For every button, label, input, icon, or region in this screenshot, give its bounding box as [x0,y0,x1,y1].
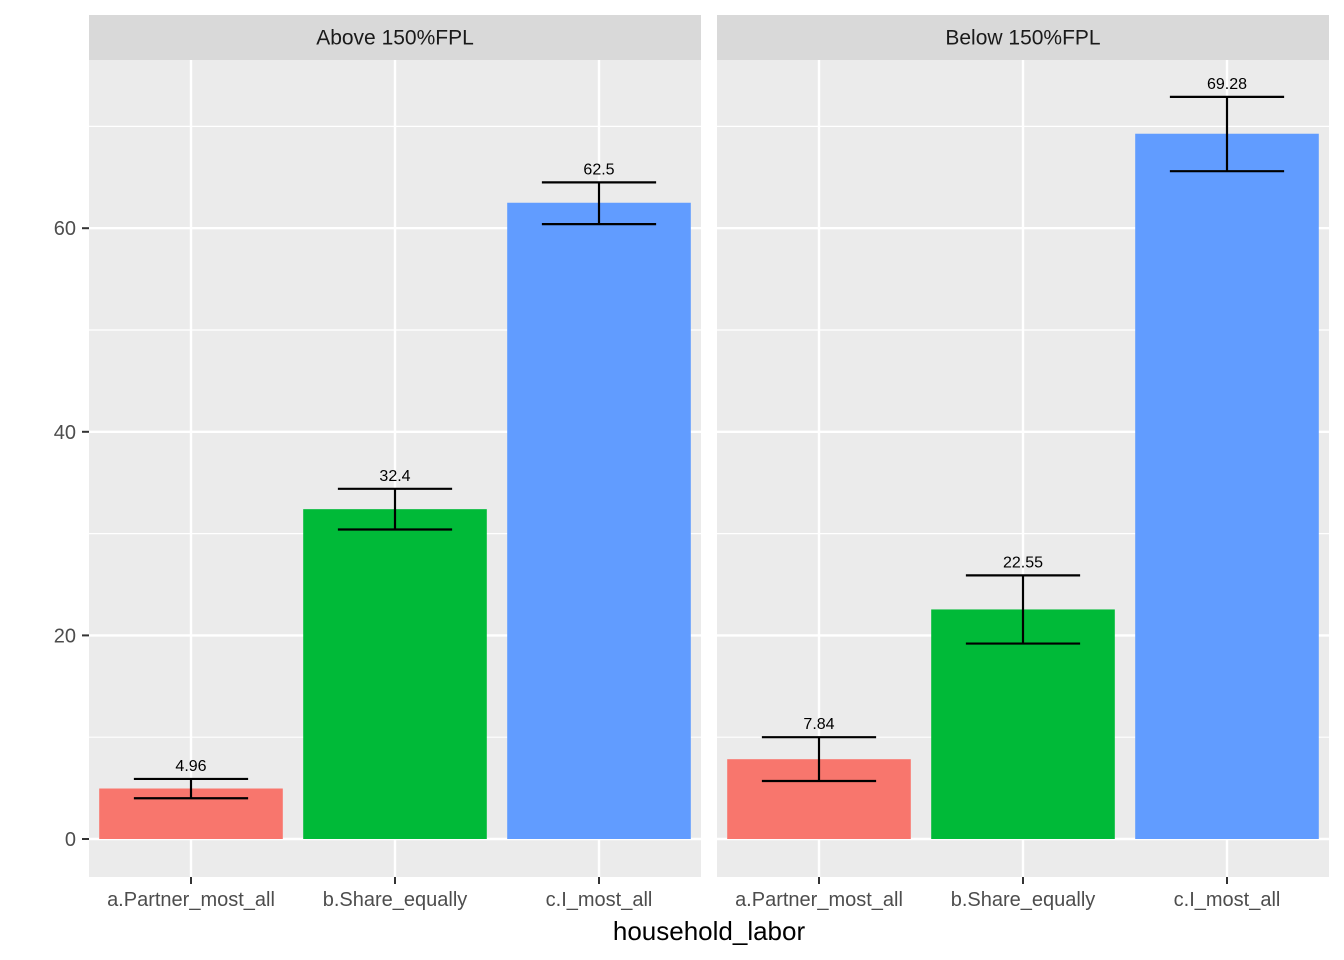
data-label: 62.5 [583,161,614,178]
data-label: 4.96 [175,758,206,775]
error-bar [541,181,657,226]
error-bar [965,574,1081,645]
x-tick-label: a.Partner_most_all [735,889,903,911]
x-tick-label: b.Share_equally [951,889,1096,911]
bar-c.I_most_all [1135,133,1319,839]
error-bar [133,777,249,800]
facet-strip [717,15,1329,60]
y-tick-label: 40 [54,422,76,444]
panel-2: Below 150%FPL 7.84 22.55 69.28 a.Partner_mos… [717,15,1329,911]
error-bar [761,736,877,783]
x-tick-label: a.Partner_most_all [107,889,275,911]
y-tick-label: 60 [54,218,76,240]
facet-strip [89,15,701,60]
error-bar [337,487,453,531]
bar-b.Share_equally [931,609,1115,839]
data-label: 32.4 [379,468,410,485]
panel-1: Above 150%FPL 4.96 32.4 62.5 a.Partner_most_… [89,15,701,911]
y-tick-label: 0 [65,829,76,851]
x-tick-label: c.I_most_all [546,889,653,911]
data-label: 7.84 [803,716,834,733]
data-label: 69.28 [1207,76,1247,93]
y-tick-label: 20 [54,625,76,647]
bar-c.I_most_all [507,202,691,839]
bar-b.Share_equally [303,509,487,839]
facet-strip-label: Above 150%FPL [316,27,474,50]
x-tick-label: c.I_most_all [1174,889,1281,911]
x-axis-title: household_labor [613,916,806,946]
error-bar [1169,95,1285,173]
facet-strip-label: Below 150%FPL [945,27,1100,50]
data-label: 22.55 [1003,554,1043,571]
x-tick-label: b.Share_equally [323,889,468,911]
